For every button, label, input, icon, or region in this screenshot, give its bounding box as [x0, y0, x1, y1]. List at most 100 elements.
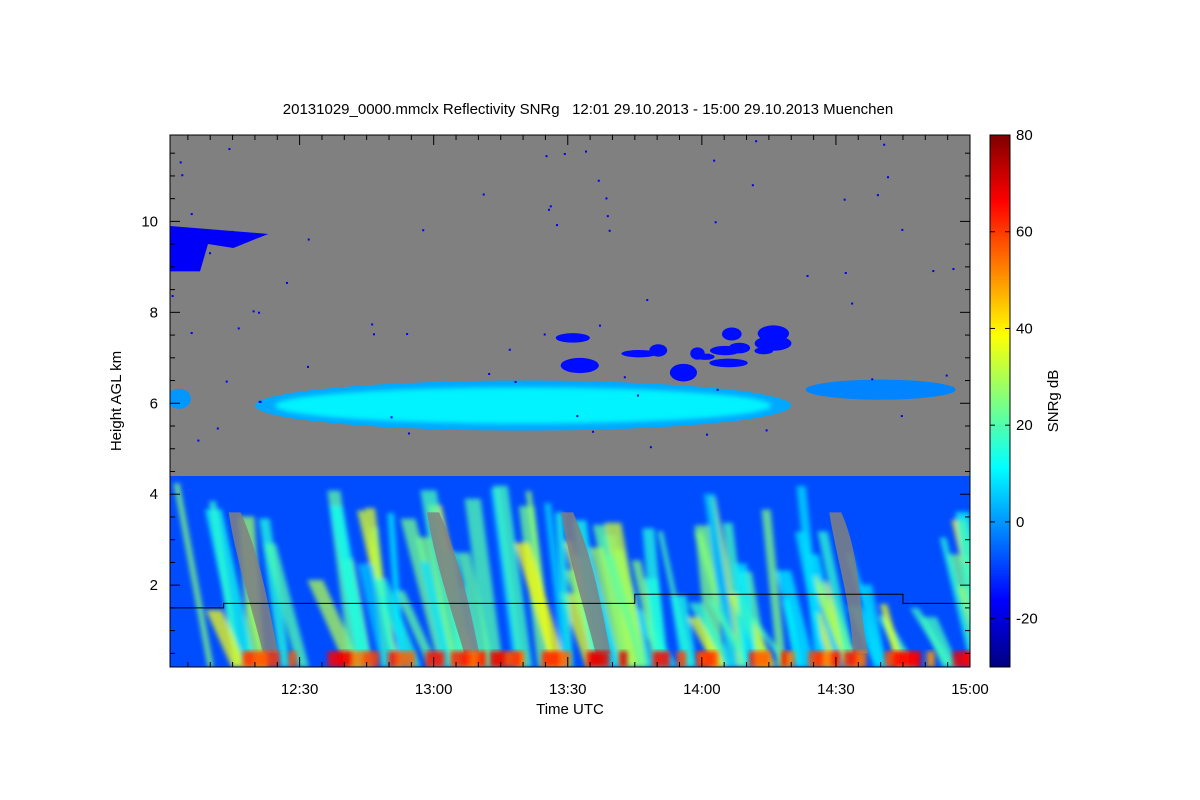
noise-speck: [563, 152, 566, 155]
reflectivity-streak: [604, 555, 648, 667]
noise-speck: [407, 432, 410, 435]
upper-layer-cell: [754, 347, 774, 355]
mid-layer-tail: [805, 379, 956, 400]
y-tick-label: 8: [150, 304, 158, 321]
noise-speck: [514, 380, 517, 383]
noise-speck: [932, 270, 935, 273]
colorbar-tick-label: -20: [1016, 611, 1038, 628]
x-tick-label: 12:30: [281, 681, 319, 698]
colorbar-label: SNRg dB: [1045, 370, 1062, 433]
mid-layer-inner: [274, 387, 772, 424]
upper-layer-cell: [709, 358, 748, 368]
surface-echo: [425, 651, 445, 667]
noise-speck: [714, 221, 717, 224]
noise-speck: [231, 230, 234, 233]
surface-echo: [652, 651, 670, 667]
noise-speck: [598, 324, 601, 327]
surface-echo: [363, 651, 380, 667]
surface-echo: [559, 651, 571, 667]
x-tick-label: 13:00: [415, 681, 453, 698]
noise-speck: [549, 205, 552, 208]
reflectivity-streak: [419, 561, 453, 667]
x-tick-label: 14:30: [817, 681, 855, 698]
cirrus-patch: [170, 225, 269, 272]
reflectivity-streak: [670, 595, 698, 667]
noise-speck: [751, 184, 754, 187]
noise-speck: [179, 161, 182, 164]
x-tick-label: 15:00: [951, 681, 989, 698]
colorbar-tick-label: 80: [1016, 127, 1033, 144]
upper-layer-cell: [754, 335, 792, 351]
noise-speck: [851, 302, 854, 305]
upper-layer-cell: [696, 353, 715, 360]
noise-speck: [900, 415, 903, 418]
reflectivity-streak: [733, 563, 758, 667]
noise-speck: [623, 376, 626, 379]
noise-speck: [597, 179, 600, 182]
noise-speck: [225, 380, 228, 383]
noise-speck: [482, 193, 485, 196]
surface-echo: [336, 651, 353, 667]
reflectivity-streak: [817, 531, 857, 667]
x-axis: 12:30 13:00 13:30 14:00 14:30 15:00: [187, 135, 989, 698]
surface-echo: [450, 651, 470, 667]
noise-speck: [181, 174, 184, 177]
noise-speck: [843, 198, 846, 201]
surface-echo: [892, 651, 911, 667]
noise-speck: [806, 274, 809, 277]
surface-echo: [508, 651, 522, 667]
y-tick-label: 2: [150, 577, 158, 594]
colorbar-ticks: -20 0 20 40 60 80: [990, 127, 1038, 628]
reflectivity-streak: [514, 542, 567, 667]
echo-gap: [228, 512, 279, 654]
x-axis-label: Time UTC: [536, 701, 604, 718]
reflectivity-streak: [205, 610, 248, 667]
noise-speck: [390, 416, 393, 419]
noise-speck: [547, 208, 550, 211]
noise-speck: [952, 268, 955, 271]
noise-speck: [755, 140, 758, 143]
noise-speck: [585, 150, 588, 153]
noise-speck: [209, 252, 212, 255]
noise-speck: [883, 143, 886, 146]
upper-layer-cell: [621, 349, 657, 358]
reflectivity-streak: [544, 502, 570, 667]
surface-echo: [359, 651, 368, 667]
noise-speck: [306, 365, 309, 368]
noise-speck: [871, 378, 874, 381]
mid-layer-edge: [170, 388, 191, 409]
reflectivity-streak: [457, 552, 494, 667]
noise-speck: [576, 415, 579, 418]
reflectivity-streak: [955, 512, 970, 619]
noise-speck: [713, 159, 716, 162]
reflectivity-streak: [378, 595, 399, 667]
reflectivity-streak: [387, 513, 405, 667]
noise-speck: [508, 348, 511, 351]
noise-speck: [886, 176, 889, 179]
reflectivity-streak: [209, 501, 241, 667]
reflectivity-streak: [259, 518, 291, 667]
noise-speck: [258, 311, 261, 314]
noise-speck: [543, 333, 546, 336]
noise-speck: [237, 327, 240, 330]
reflectivity-streak: [173, 483, 214, 667]
echo-gap: [829, 512, 869, 654]
cloud-layer: [170, 140, 970, 667]
noise-speck: [545, 155, 548, 158]
reflectivity-streak: [589, 547, 635, 667]
colorbar-gradient: [989, 134, 1011, 668]
noise-speck: [876, 194, 879, 197]
reflectivity-streak: [464, 498, 504, 667]
noise-speck: [190, 213, 193, 216]
reflectivity-streak: [688, 602, 736, 667]
noise-speck: [570, 363, 573, 366]
noise-speck: [649, 446, 652, 449]
noise-speck: [228, 148, 231, 151]
y-axis-label: Height AGL km: [108, 351, 125, 451]
noise-speck: [179, 244, 182, 247]
noise-speck: [901, 228, 904, 231]
noise-speck: [488, 372, 491, 375]
colorbar-tick-label: 0: [1016, 514, 1024, 531]
noise-speck: [258, 400, 261, 403]
upper-layer-cell: [555, 333, 590, 343]
